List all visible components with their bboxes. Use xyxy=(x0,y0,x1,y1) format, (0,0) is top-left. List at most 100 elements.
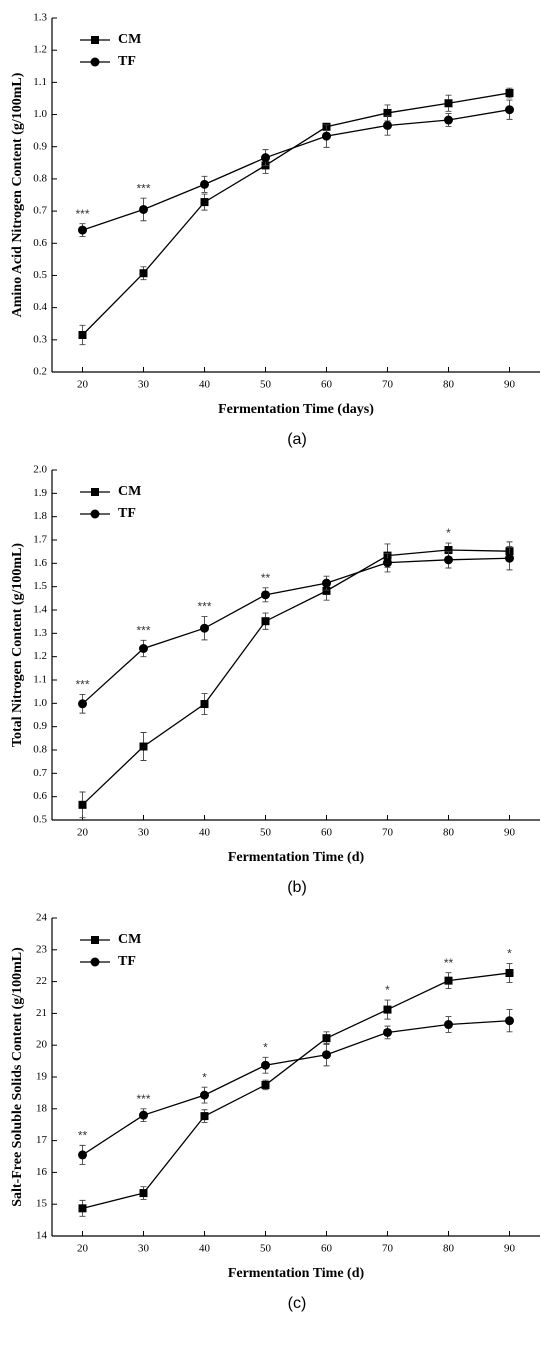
marker xyxy=(78,330,87,339)
legend-label: TF xyxy=(118,506,136,521)
legend-marker xyxy=(91,936,99,944)
marker xyxy=(78,699,87,709)
series-line xyxy=(82,972,510,1209)
significance-label: * xyxy=(263,1040,268,1054)
marker xyxy=(200,179,209,189)
significance-label: * xyxy=(202,1070,207,1084)
significance-label: * xyxy=(507,947,512,961)
marker xyxy=(505,88,514,97)
y-tick-label: 0.6 xyxy=(33,790,47,802)
significance-label: * xyxy=(446,526,451,540)
significance-label: *** xyxy=(75,678,89,692)
y-tick-label: 19 xyxy=(36,1071,48,1083)
marker xyxy=(444,976,453,985)
marker xyxy=(78,1204,87,1213)
y-tick-label: 1.5 xyxy=(33,580,47,592)
y-tick-label: 1.7 xyxy=(33,534,47,546)
x-tick-label: 50 xyxy=(260,827,272,839)
chart-panel: 0.5 0.6 0.7 0.8 0.9 1.0 1.1 1.2 1.3 1.4 1.5 1.6 1.7 1… xyxy=(10,464,540,896)
significance-label: *** xyxy=(136,181,150,195)
legend-marker xyxy=(90,509,100,519)
legend-label: TF xyxy=(118,54,136,69)
y-tick-label: 24 xyxy=(36,912,48,924)
marker xyxy=(444,99,453,108)
marker xyxy=(444,555,453,565)
y-tick-label: 0.8 xyxy=(33,744,47,756)
marker xyxy=(200,700,209,709)
series-line xyxy=(82,557,510,705)
x-tick-label: 70 xyxy=(382,1243,394,1255)
x-tick-label: 20 xyxy=(77,1243,89,1255)
x-tick-label: 60 xyxy=(321,1243,333,1255)
legend-label: CM xyxy=(118,32,141,47)
series-line xyxy=(82,1020,510,1156)
marker xyxy=(383,1005,392,1014)
marker xyxy=(383,558,392,568)
marker xyxy=(505,105,514,115)
legend-marker xyxy=(91,488,99,496)
y-tick-label: 0.5 xyxy=(33,269,47,281)
y-tick-label: 1.1 xyxy=(33,674,47,686)
x-axis-title: Fermentation Time (d) xyxy=(228,850,365,865)
y-tick-label: 0.8 xyxy=(33,172,47,184)
marker xyxy=(261,1060,270,1070)
x-tick-label: 20 xyxy=(77,379,89,391)
marker xyxy=(322,578,331,588)
marker xyxy=(261,590,270,600)
marker xyxy=(139,644,148,653)
marker xyxy=(261,1080,270,1089)
y-tick-label: 1.2 xyxy=(33,44,47,56)
marker xyxy=(200,1090,209,1100)
caption: (c) xyxy=(288,1295,307,1312)
y-tick-label: 0.7 xyxy=(33,767,47,779)
y-tick-label: 0.6 xyxy=(33,237,47,249)
y-tick-label: 2.0 xyxy=(33,464,47,476)
marker xyxy=(322,1034,331,1043)
x-tick-label: 50 xyxy=(260,1243,272,1255)
significance-label: ** xyxy=(444,956,454,970)
marker xyxy=(505,969,514,978)
legend-marker xyxy=(90,957,100,967)
caption: (a) xyxy=(287,431,307,448)
legend-label: CM xyxy=(118,932,141,947)
marker xyxy=(261,617,270,626)
marker xyxy=(200,1112,209,1121)
marker xyxy=(383,120,392,130)
significance-label: *** xyxy=(197,600,211,614)
x-axis-title: Fermentation Time (d) xyxy=(228,1266,365,1281)
significance-label: * xyxy=(385,983,390,997)
legend-label: TF xyxy=(118,954,136,969)
marker xyxy=(200,623,209,633)
y-tick-label: 1.1 xyxy=(33,76,47,88)
y-tick-label: 23 xyxy=(36,943,48,955)
marker xyxy=(78,1150,87,1160)
y-tick-label: 1.6 xyxy=(33,557,47,569)
marker xyxy=(322,586,331,595)
x-tick-label: 80 xyxy=(443,827,455,839)
marker xyxy=(139,742,148,751)
x-tick-label: 70 xyxy=(382,379,394,391)
legend-marker xyxy=(91,36,99,44)
x-tick-label: 70 xyxy=(382,827,394,839)
marker xyxy=(139,1110,148,1120)
x-tick-label: 40 xyxy=(199,379,211,391)
marker xyxy=(261,153,270,163)
significance-label: *** xyxy=(136,1092,150,1106)
y-tick-label: 0.5 xyxy=(33,814,47,826)
marker xyxy=(139,269,148,278)
x-tick-label: 60 xyxy=(321,379,333,391)
marker xyxy=(444,1020,453,1030)
y-tick-label: 18 xyxy=(36,1102,48,1114)
y-tick-label: 0.9 xyxy=(33,720,47,732)
y-tick-label: 17 xyxy=(36,1134,48,1146)
significance-label: ** xyxy=(261,571,271,585)
y-axis-title: Amino Acid Nitrogen Content (g/100mL) xyxy=(10,72,25,317)
y-tick-label: 22 xyxy=(36,975,47,987)
significance-label: ** xyxy=(78,1129,88,1143)
x-tick-label: 60 xyxy=(321,827,333,839)
x-tick-label: 40 xyxy=(199,827,211,839)
y-tick-label: 0.3 xyxy=(33,333,47,345)
marker xyxy=(383,108,392,117)
y-axis-title: Total Nitrogen Content (g/100mL) xyxy=(10,543,25,748)
